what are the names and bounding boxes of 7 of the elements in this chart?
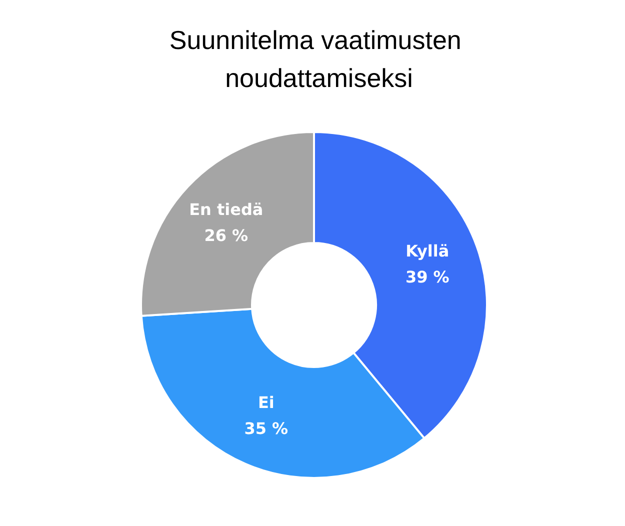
data-label: 26 % [204, 226, 248, 246]
slice-label: Ei [258, 393, 274, 412]
slice-label: En tiedä [189, 200, 264, 220]
chart-title: Suunnitelma vaatimusten noudattamiseksi [169, 25, 469, 93]
slice-label: Kyllä [406, 242, 450, 261]
data-label: 39 % [405, 268, 450, 287]
data-label: 35 % [244, 419, 288, 438]
